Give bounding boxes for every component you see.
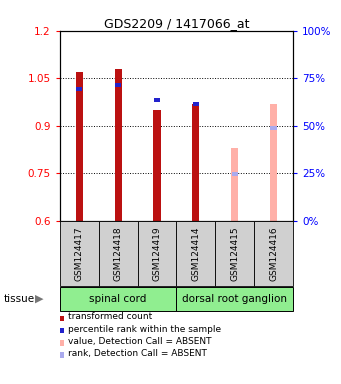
Text: value, Detection Call = ABSENT: value, Detection Call = ABSENT [68,337,211,346]
Text: GSM124416: GSM124416 [269,226,278,281]
Text: dorsal root ganglion: dorsal root ganglion [182,293,287,304]
Bar [115,69,122,221]
Text: tissue: tissue [3,293,34,304]
Bar [154,98,160,102]
Bar [177,221,216,286]
Text: GSM124418: GSM124418 [114,226,122,281]
Bar [99,221,137,286]
Text: transformed count: transformed count [68,312,152,321]
Bar [270,104,277,221]
Bar [76,87,83,91]
Bar [192,104,199,221]
Text: percentile rank within the sample: percentile rank within the sample [68,324,221,334]
Bar [137,221,177,286]
Title: GDS2209 / 1417066_at: GDS2209 / 1417066_at [104,17,249,30]
Text: GSM124419: GSM124419 [152,226,162,281]
Bar [115,83,121,87]
Text: ▶: ▶ [35,293,43,304]
Bar [232,172,238,176]
Bar [60,221,99,286]
Bar [60,286,177,311]
Text: spinal cord: spinal cord [89,293,147,304]
Bar [153,110,161,221]
Bar [177,286,293,311]
Bar [76,72,83,221]
Bar [254,221,293,286]
Bar [216,221,254,286]
Text: GSM124414: GSM124414 [191,226,201,281]
Bar [270,126,277,129]
Bar [231,148,238,221]
Bar [193,102,199,106]
Text: rank, Detection Call = ABSENT: rank, Detection Call = ABSENT [68,349,207,358]
Text: GSM124415: GSM124415 [231,226,239,281]
Text: GSM124417: GSM124417 [75,226,84,281]
